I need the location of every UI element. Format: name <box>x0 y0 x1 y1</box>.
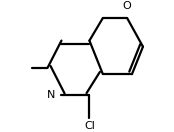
Text: N: N <box>47 90 55 100</box>
Text: Cl: Cl <box>84 121 95 131</box>
Text: O: O <box>123 1 132 11</box>
